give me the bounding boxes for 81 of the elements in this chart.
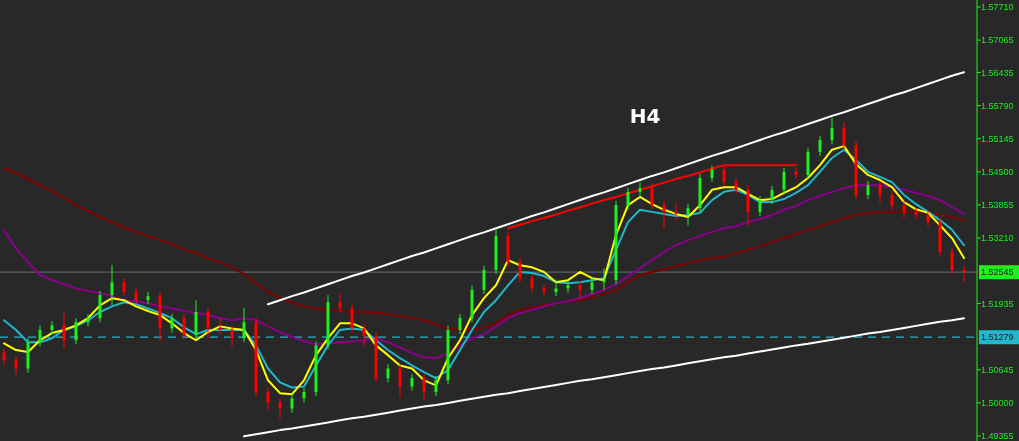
y-tick-label: 1.57710: [981, 2, 1014, 13]
y-tick-label: 1.57065: [981, 35, 1014, 46]
candlestick: [842, 121, 846, 150]
candlestick: [146, 291, 150, 305]
y-tick-label: 1.55145: [981, 133, 1014, 144]
candlestick: [950, 247, 954, 275]
annotation: H4: [629, 104, 661, 128]
candlestick: [590, 277, 594, 295]
candlestick: [626, 187, 630, 210]
candlestick: [782, 167, 786, 195]
candlestick: [242, 307, 246, 343]
ref-line-label: 1.52545: [981, 267, 1014, 278]
line-series: [3, 184, 965, 360]
candlestick: [266, 387, 270, 412]
candlestick: [230, 325, 234, 347]
candlestick: [278, 397, 282, 419]
candlestick: [638, 181, 642, 197]
candlestick: [134, 287, 138, 305]
line-series: [243, 317, 965, 438]
candlestick: [170, 313, 174, 334]
y-tick-label: 1.50645: [981, 364, 1014, 375]
candlestick: [218, 317, 222, 335]
candlestick: [194, 299, 198, 340]
candlestick: [794, 167, 798, 180]
candlestick: [86, 313, 90, 327]
candlestick: [338, 292, 342, 314]
candlestick: [602, 267, 606, 291]
candlestick: [926, 210, 930, 227]
candlestick: [290, 393, 294, 414]
candlestick: [662, 200, 666, 229]
y-tick-label: 1.54500: [981, 166, 1014, 177]
candlestick: [902, 200, 906, 219]
candlestick: [746, 185, 750, 227]
candlestick: [818, 135, 822, 157]
candlestick: [482, 265, 486, 295]
candlestick: [350, 303, 354, 334]
candlestick: [878, 180, 882, 204]
candlestick: [62, 312, 66, 350]
candlestick: [110, 264, 114, 306]
candlestick: [422, 373, 426, 401]
candlestick: [566, 280, 570, 293]
candlestick: [518, 257, 522, 283]
candlestick: [74, 317, 78, 345]
candlestick: [650, 183, 654, 210]
candlestick: [770, 185, 774, 205]
candlestick: [98, 290, 102, 323]
candlestick: [50, 320, 54, 335]
line-series: [267, 71, 965, 306]
candlestick: [362, 323, 366, 347]
y-tick-label: 1.56435: [981, 67, 1014, 78]
candlestick: [734, 177, 738, 195]
candlestick: [890, 190, 894, 210]
candlestick: [398, 363, 402, 399]
candlestick: [458, 313, 462, 335]
candlestick: [434, 375, 438, 397]
candlestick: [806, 147, 810, 180]
y-tick-label: 1.55790: [981, 100, 1014, 111]
candlestick: [302, 387, 306, 403]
candlestick: [182, 313, 186, 340]
y-tick-label: 1.51935: [981, 298, 1014, 309]
candlestick: [710, 165, 714, 183]
candlestick: [206, 307, 210, 340]
y-tick-label: 1.53855: [981, 200, 1014, 211]
candlestick: [686, 203, 690, 227]
candlestick: [674, 202, 678, 222]
y-tick-label: 1.50000: [981, 398, 1014, 409]
y-tick-label: 1.49355: [981, 431, 1014, 441]
candlestick: [14, 355, 18, 376]
candlestick: [554, 279, 558, 297]
candlestick: [542, 283, 546, 297]
line-series: [3, 167, 965, 331]
candlestick: [758, 195, 762, 217]
ref-line-label: 1.51279: [981, 332, 1014, 343]
candlestick: [38, 325, 42, 347]
candlestick: [578, 280, 582, 299]
candlestick: [530, 273, 534, 293]
candlestick: [2, 347, 6, 365]
candlestick: [410, 373, 414, 392]
candlestick: [914, 207, 918, 220]
y-tick-label: 1.53210: [981, 233, 1014, 244]
candlestick: [830, 117, 834, 145]
